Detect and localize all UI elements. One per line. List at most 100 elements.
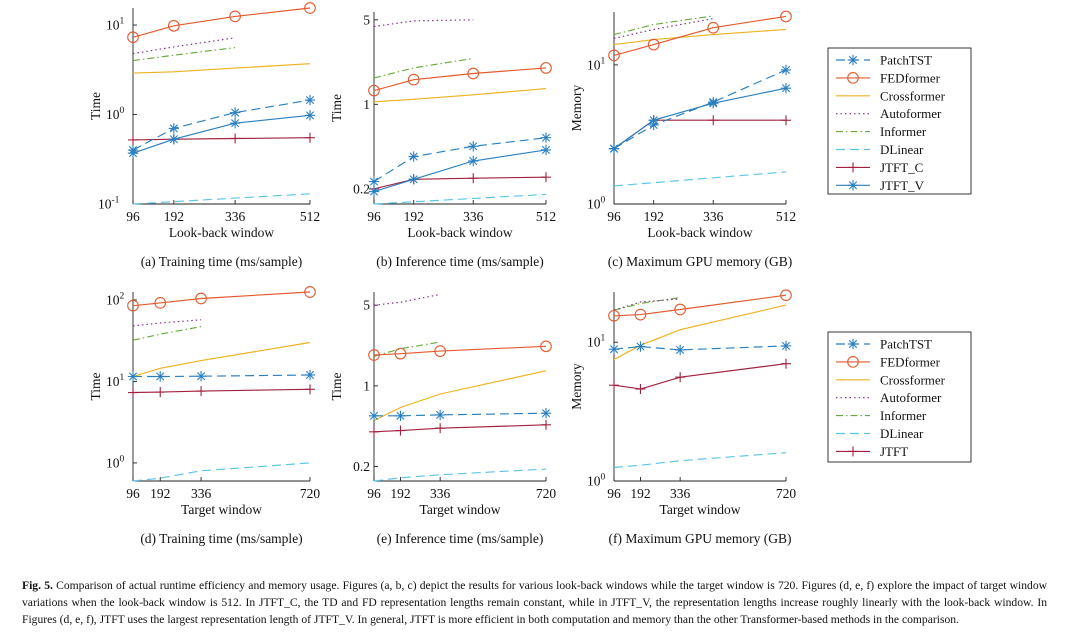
y-axis-label: Time	[329, 372, 344, 400]
series-line-jtft_v	[613, 87, 787, 150]
chart-6: 96 192 336 720 100 101 Target window Memory (f) …	[569, 289, 797, 546]
subplot-caption: (c) Maximum GPU memory (GB)	[608, 254, 792, 269]
y-tick-label: 100	[106, 106, 125, 122]
series-line-autoformer	[373, 19, 474, 28]
series-line-autoformer	[373, 293, 441, 306]
data-point-jtft	[155, 387, 166, 398]
data-point-patchtst	[648, 119, 659, 131]
data-point-patchtst	[780, 64, 792, 76]
x-axis-label: Target window	[660, 502, 741, 517]
series-line-jtft	[613, 363, 787, 390]
legend-marker-fedformer	[847, 72, 859, 84]
series-line-crossformer	[373, 370, 547, 422]
series-line-patchtst	[133, 374, 311, 378]
data-point-patchtst	[127, 371, 139, 382]
legend-marker-jtft_v	[847, 180, 859, 191]
data-point-patchtst	[540, 132, 552, 143]
data-point-patchtst	[155, 371, 166, 382]
data-point-patchtst	[434, 409, 446, 421]
x-axis-label: Target window	[420, 502, 501, 517]
data-point-fedformer	[394, 347, 407, 360]
x-axis-label: Target window	[181, 502, 262, 517]
x-tick-label: 336	[430, 486, 451, 501]
y-tick-label: 100	[106, 454, 125, 470]
series-line-informer	[613, 296, 681, 311]
data-point-jtft_v	[780, 82, 792, 94]
series-line-jtft_v	[132, 114, 311, 154]
legend-entry-patchtst: PatchTST	[880, 337, 932, 352]
x-tick-label: 192	[390, 486, 410, 501]
data-point-patchtst	[780, 340, 792, 352]
data-point-fedformer	[707, 21, 720, 34]
data-point-patchtst	[229, 107, 241, 118]
chart-2: 96 192 336 512 0.2 1 5 Look-back window Time (b) …	[329, 12, 556, 269]
series-line-informer	[132, 326, 202, 341]
series-line-fedformer	[613, 294, 787, 317]
legend-entry-dlinear: DLinear	[880, 426, 924, 441]
data-point-jtft_v	[468, 155, 479, 167]
x-tick-label: 96	[126, 209, 140, 224]
data-point-patchtst	[304, 94, 316, 106]
data-point-fedformer	[780, 10, 792, 23]
x-axis-label: Look-back window	[169, 225, 275, 240]
data-point-fedformer	[368, 349, 380, 361]
y-tick-label: 101	[106, 373, 125, 389]
legend-entry-autoformer: Autoformer	[880, 390, 942, 405]
y-tick-label: 101	[106, 17, 125, 33]
y-tick-label: 5	[363, 298, 370, 313]
x-tick-label: 336	[191, 486, 212, 501]
data-point-patchtst	[608, 344, 620, 355]
series-line-crossformer	[373, 88, 547, 103]
figure-caption-label: Fig. 5.	[22, 578, 53, 592]
data-point-patchtst	[635, 341, 646, 352]
data-point-fedformer	[467, 67, 480, 80]
legend-entry-jtft: JTFT	[880, 444, 908, 459]
data-point-jtft	[305, 384, 315, 395]
data-point-jtft	[635, 384, 646, 395]
legend-entry-informer: Informer	[880, 124, 927, 139]
data-point-patchtst	[408, 151, 419, 162]
subplot-caption: (d) Training time (ms/sample)	[140, 531, 302, 546]
series-line-fedformer	[373, 345, 547, 356]
series-line-fedformer	[613, 15, 787, 56]
y-tick-label: 10-1	[98, 196, 120, 212]
data-point-jtft_c	[230, 133, 241, 144]
data-point-fedformer	[608, 309, 620, 322]
data-point-jtft_c	[781, 115, 791, 126]
x-tick-label: 720	[776, 486, 797, 501]
series-line-patchtst	[373, 137, 547, 182]
figure-caption: Fig. 5. Comparison of actual runtime eff…	[22, 577, 1047, 628]
legend-entry-patchtst: PatchTST	[880, 53, 932, 68]
data-point-jtft_v	[168, 133, 180, 145]
data-point-fedformer	[634, 308, 647, 321]
data-point-fedformer	[674, 303, 687, 316]
x-axis-label: Look-back window	[407, 225, 513, 240]
x-tick-label: 336	[225, 209, 246, 224]
series-line-crossformer	[132, 63, 311, 74]
data-point-fedformer	[127, 299, 139, 312]
data-point-fedformer	[407, 73, 420, 86]
data-point-patchtst	[608, 143, 620, 154]
series-line-autoformer	[132, 319, 202, 327]
x-tick-label: 192	[630, 486, 650, 501]
data-point-patchtst	[304, 369, 316, 381]
series-line-fedformer	[132, 7, 311, 38]
series-line-dlinear	[132, 193, 311, 205]
subplot-caption: (b) Inference time (ms/sample)	[376, 254, 544, 269]
data-point-patchtst	[395, 410, 406, 422]
data-point-jtft	[395, 425, 406, 436]
data-point-jtft_v	[304, 110, 316, 121]
y-tick-label: 0.2	[353, 181, 370, 196]
data-point-patchtst	[127, 144, 139, 156]
series-line-jtft_v	[373, 149, 547, 193]
series-line-jtft_c	[132, 137, 311, 141]
y-tick-label: 1	[363, 378, 370, 393]
legend-entry-crossformer: Crossformer	[880, 88, 946, 103]
legend-marker-jtft	[848, 446, 858, 457]
y-tick-label: 5	[363, 12, 370, 27]
x-tick-label: 96	[607, 209, 621, 224]
x-tick-label: 336	[703, 209, 724, 224]
series-line-jtft_c	[613, 119, 786, 150]
x-tick-label: 720	[536, 486, 557, 501]
x-tick-label: 192	[164, 209, 184, 224]
